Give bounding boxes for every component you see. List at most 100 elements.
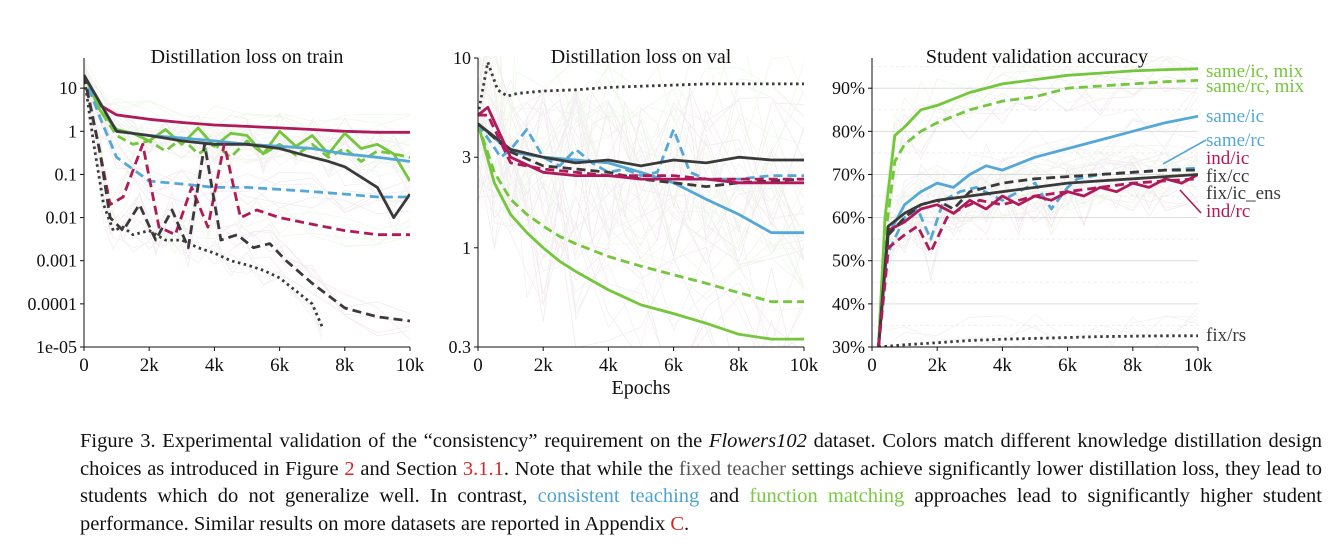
caption-part: dataset. Colors match different knowledg…: [80, 430, 1322, 480]
background-run-line: [478, 56, 804, 261]
background-run-line: [478, 56, 804, 347]
background-run-line: [478, 82, 804, 261]
series-group: [877, 67, 1198, 347]
background-run-line: [878, 58, 1198, 331]
series-line: [478, 60, 804, 116]
background-run-line: [878, 65, 1198, 324]
background-run-line: [878, 56, 1129, 331]
background-run-line: [879, 96, 1198, 347]
ref-appendix-link[interactable]: C: [670, 512, 685, 535]
background-run-line: [478, 98, 804, 247]
background-run-line: [478, 116, 804, 262]
background-run-line: [478, 139, 804, 287]
background-run-line: [478, 97, 804, 265]
background-run-line: [478, 86, 804, 266]
ref-figure-link[interactable]: 2: [344, 457, 355, 480]
background-run-line: [878, 148, 1198, 333]
series-line: [84, 74, 410, 182]
x-tick-label: 6k: [1058, 355, 1078, 376]
background-run-line: [478, 56, 804, 231]
x-tick-label: 8k: [1123, 355, 1143, 376]
background-run-line: [879, 56, 1198, 347]
background-run-line: [84, 63, 410, 322]
series-line: [84, 74, 410, 237]
background-run-line: [879, 160, 1198, 347]
background-run-line: [878, 163, 1198, 347]
label-connector: [1179, 189, 1202, 214]
series-line: [877, 114, 1198, 347]
caption-part: and Section: [354, 457, 463, 480]
x-tick-label: 4k: [205, 355, 225, 376]
x-tick-label: 0: [79, 355, 89, 376]
caption-part: approaches lead to significantly higher …: [80, 485, 1322, 535]
background-run-line: [478, 76, 799, 347]
series-line: [84, 74, 410, 199]
caption-part: settings achieve significantly lower dis…: [80, 457, 1322, 508]
y-tick-label: 0.3: [449, 337, 472, 357]
series-group: [478, 60, 804, 341]
series-line: [478, 122, 804, 168]
background-run-line: [898, 313, 1198, 347]
panel-student-accuracy: 0 2k 4k 6k 8k 10k 30% 40% 50% 60% 70% 80% 90% Student…: [832, 46, 1305, 376]
caption-fixed-teacher: fixed teacher: [678, 457, 786, 480]
series-line: [877, 168, 1198, 347]
background-run-line: [84, 70, 410, 213]
background-run-line: [84, 73, 410, 246]
series-group: [84, 74, 410, 327]
background-run-line: [878, 162, 1198, 323]
panel-train-loss: 0 2k 4k 6k 8k 10k 1e-05 0.0001 0.001 0.01 0.1 1 10 Di…: [28, 46, 425, 376]
ref-section-link[interactable]: 3.1.1: [462, 457, 504, 480]
panel-val-loss: 0 2k 4k 6k 8k 10k 0.3 1 3 10 Distillation loss on …: [449, 46, 819, 399]
x-tick-label: 4k: [993, 355, 1013, 376]
background-run-line: [84, 79, 410, 177]
series-line: [478, 105, 804, 185]
background-run-line: [84, 75, 410, 130]
background-run-line: [84, 70, 410, 247]
series-line: [877, 79, 1198, 347]
y-tick-label: 1: [68, 121, 77, 141]
background-run-line: [1026, 316, 1198, 347]
background-run-line: [478, 82, 804, 244]
background-run-line: [478, 162, 790, 347]
background-run-line: [878, 56, 1177, 321]
y-tick-label: 40%: [832, 294, 865, 314]
x-tick-label: 2k: [140, 355, 160, 376]
background-run-line: [84, 83, 410, 152]
background-run-line: [84, 88, 410, 340]
y-tick-label: 30%: [832, 337, 865, 357]
x-tick-label: 4k: [599, 355, 619, 376]
series-line: [478, 123, 804, 304]
background-run-line: [478, 140, 804, 347]
series-label: ind/rc: [1206, 201, 1250, 222]
y-tick-label: 50%: [832, 251, 865, 271]
y-tick-label: 0.01: [46, 208, 78, 228]
x-tick-label: 2k: [534, 355, 554, 376]
background-run-line: [84, 92, 410, 209]
background-run-line: [84, 82, 410, 168]
background-run-line: [478, 118, 804, 263]
background-run-line: [883, 315, 1198, 347]
background-run-line: [84, 64, 323, 331]
series-line: [877, 173, 1198, 347]
label-connector: [1162, 139, 1207, 165]
background-run-line: [879, 157, 1198, 347]
chart-title: Student validation accuracy: [926, 46, 1148, 68]
y-tick-label: 10: [453, 48, 471, 68]
background-run-line: [84, 89, 410, 185]
caption-part: . Note that while the: [503, 457, 679, 480]
figure-caption: Figure 3. Experimental validation of the…: [80, 428, 1322, 538]
background-run-line: [478, 78, 804, 248]
background-run-line: [478, 56, 804, 173]
series-line: [877, 67, 1198, 347]
x-tick-label: 0: [473, 355, 483, 376]
chart-title: Distillation loss on train: [151, 46, 344, 68]
x-tick-label: 10k: [790, 355, 819, 376]
background-run-line: [84, 77, 410, 334]
y-tick-label: 0.1: [55, 164, 78, 184]
x-tick-label: 10k: [1184, 355, 1213, 376]
x-tick-label: 0: [867, 355, 877, 376]
caption-consistent-teaching: consistent teaching: [537, 485, 700, 507]
y-tick-label: 10: [59, 78, 77, 98]
series-line: [877, 177, 1198, 347]
caption-part: and: [699, 485, 750, 507]
